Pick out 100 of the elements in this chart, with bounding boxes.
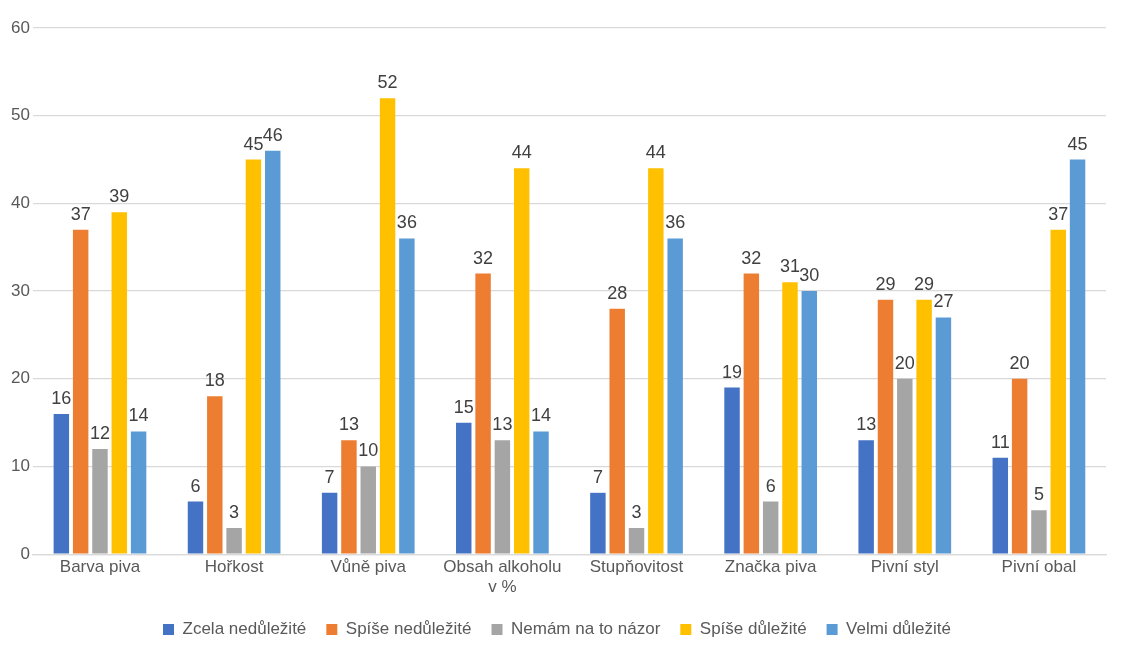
data-label: 3 [229,501,240,522]
bar [360,466,376,554]
data-label: 7 [324,466,335,487]
data-label: 14 [531,405,552,426]
x-tick-label: Pivní obal [1001,557,1077,577]
data-label: 18 [204,370,225,391]
data-label: 20 [1009,352,1030,373]
data-label: 29 [914,273,935,294]
bar [265,150,281,554]
bar [533,431,549,554]
bar [245,159,262,554]
legend-label: Zcela nedůležité [182,619,307,639]
data-label: 13 [856,414,877,435]
y-tick-label: 30 [10,280,30,300]
data-label: 15 [453,396,474,417]
data-label: 13 [492,414,513,435]
y-tick-label: 20 [10,368,30,388]
bar [667,238,683,554]
legend-label: Nemám na to názor [511,619,661,639]
data-label: 45 [243,133,264,154]
y-tick-label: 0 [20,543,30,563]
bar [456,422,472,554]
data-label: 10 [358,440,379,461]
bar [399,238,415,554]
legend-label: Spíše důležité [699,619,807,639]
data-label: 27 [933,291,954,312]
bar [187,501,204,554]
bar [92,448,108,554]
bar [513,168,530,554]
bar [379,98,396,554]
data-label: 12 [89,422,110,443]
legend-label: Velmi důležité [846,619,951,639]
bar [1031,510,1047,554]
bar [648,168,664,554]
x-tick-label: Značka piva [724,557,818,577]
data-label: 36 [665,212,686,233]
bar [801,291,818,554]
data-label: 46 [262,124,283,145]
y-tick-label: 10 [10,456,30,476]
data-label: 39 [109,186,130,207]
data-label: 52 [377,72,398,93]
bar [341,440,357,554]
data-label: 36 [396,212,417,233]
bar [1050,229,1066,554]
bar [475,273,491,554]
data-label: 37 [1048,203,1069,224]
data-label: 29 [875,273,896,294]
data-label: 14 [128,405,149,426]
bar [724,387,740,554]
x-tick-label: Hořkost [204,557,264,577]
bar [897,378,913,554]
y-tick-label: 50 [10,105,30,125]
bar [935,317,952,554]
data-label: 16 [51,387,72,408]
data-label: 45 [1067,133,1088,154]
bar [628,527,645,554]
bar [1069,159,1086,554]
data-label: 20 [894,352,915,373]
data-label: 31 [779,256,800,277]
legend-label: Spíše nedůležité [345,619,472,639]
data-label: 30 [799,265,820,286]
y-tick-label: 40 [10,193,30,213]
data-label: 44 [511,142,532,163]
data-label: 32 [741,247,762,268]
bar [590,492,606,554]
bar [743,273,760,554]
y-tick-label: 60 [10,17,30,37]
data-label: 7 [592,466,603,487]
bar [321,492,338,554]
data-label: 32 [473,247,494,268]
data-label: 6 [190,475,201,496]
bar [782,282,798,554]
bar [130,431,147,554]
bar [111,212,128,554]
bar [858,440,874,554]
bar [494,440,511,554]
bar [877,299,894,554]
data-label: 5 [1033,484,1044,505]
x-tick-label: Stupňovitost [589,557,684,577]
data-label: 3 [631,501,642,522]
data-label: 11 [990,431,1010,452]
bar [609,308,625,554]
bar [226,527,242,554]
data-label: 44 [645,142,666,163]
bar [207,396,223,554]
data-label: 6 [765,475,776,496]
data-label: 37 [70,203,91,224]
data-label: 13 [338,414,359,435]
x-tick-label: Vůně piva [330,557,407,577]
bar [762,501,779,554]
x-tick-label: Barva piva [59,557,141,577]
bar [992,457,1009,554]
bar [916,299,932,554]
bar [72,229,89,554]
data-label: 19 [722,361,743,382]
bar [53,413,70,554]
data-label: 28 [607,282,628,303]
bar [1011,378,1028,554]
x-tick-label: Pivní styl [870,557,939,577]
x-tick-label: Obsah alkoholu v % [443,557,562,597]
